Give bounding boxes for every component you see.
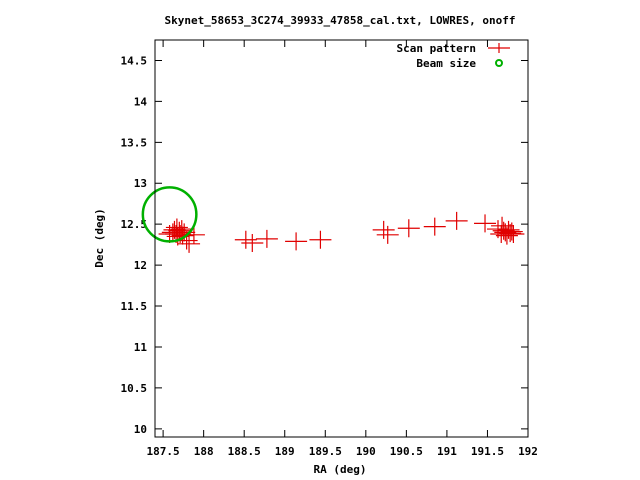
scan-point [423,217,446,236]
y-tick-label: 14 [134,95,148,108]
y-tick-label: 14.5 [121,54,148,67]
x-tick-label: 190.5 [390,445,423,458]
x-tick-label: 191.5 [471,445,504,458]
scan-point [397,219,420,238]
scan-point [285,232,308,251]
y-tick-label: 13 [134,177,147,190]
legend-beam-marker [495,59,503,67]
y-tick-label: 12 [134,259,147,272]
scan-point [445,211,468,230]
scan-point [255,229,278,248]
plot-area [141,186,525,253]
scan-point [494,223,517,242]
scan-point [168,221,191,240]
scan-point [171,226,194,245]
scan-point [178,234,201,253]
x-tick-label: 187.5 [147,445,180,458]
chart-title: Skynet_58653_3C274_39933_47858_cal.txt, … [165,14,516,27]
legend-label-beam: Beam size [416,57,476,70]
scan-point [502,224,525,243]
scan-point [492,221,515,240]
x-tick-label: 190 [356,445,376,458]
legend: Scan pattern Beam size [397,42,510,70]
x-tick-label: 191 [437,445,457,458]
x-tick-label: 189.5 [309,445,342,458]
beam-size-circle [141,186,198,243]
x-tick-label: 192 [518,445,538,458]
scan-point [500,222,523,241]
y-tick-label: 12.5 [121,218,148,231]
scan-point [234,230,257,249]
y-tick-label: 11.5 [121,300,148,313]
x-tick-label: 188.5 [228,445,261,458]
plot-frame [154,39,529,438]
legend-scan-marker [488,43,510,53]
scan-point [309,230,332,249]
x-axis: 187.5 188 188.5 189 189.5 190 190.5 191 191.5 192 [147,40,538,458]
legend-label-scan: Scan pattern [397,42,476,55]
x-tick-label: 189 [275,445,295,458]
y-axis: 10 10.5 11 11.5 12 12.5 13 13.5 14 14.5 [121,54,528,436]
scan-point [499,224,522,243]
y-tick-label: 11 [134,341,148,354]
scan-point [376,225,399,244]
scan-point [474,214,497,233]
x-tick-label: 188 [194,445,214,458]
y-tick-label: 10.5 [121,382,148,395]
y-tick-label: 13.5 [121,136,148,149]
scan-point [372,220,395,239]
scan-point [497,220,520,239]
x-axis-label: RA (deg) [314,463,367,476]
y-axis-label: Dec (deg) [93,208,106,268]
scan-point [241,234,264,253]
y-tick-label: 10 [134,423,147,436]
